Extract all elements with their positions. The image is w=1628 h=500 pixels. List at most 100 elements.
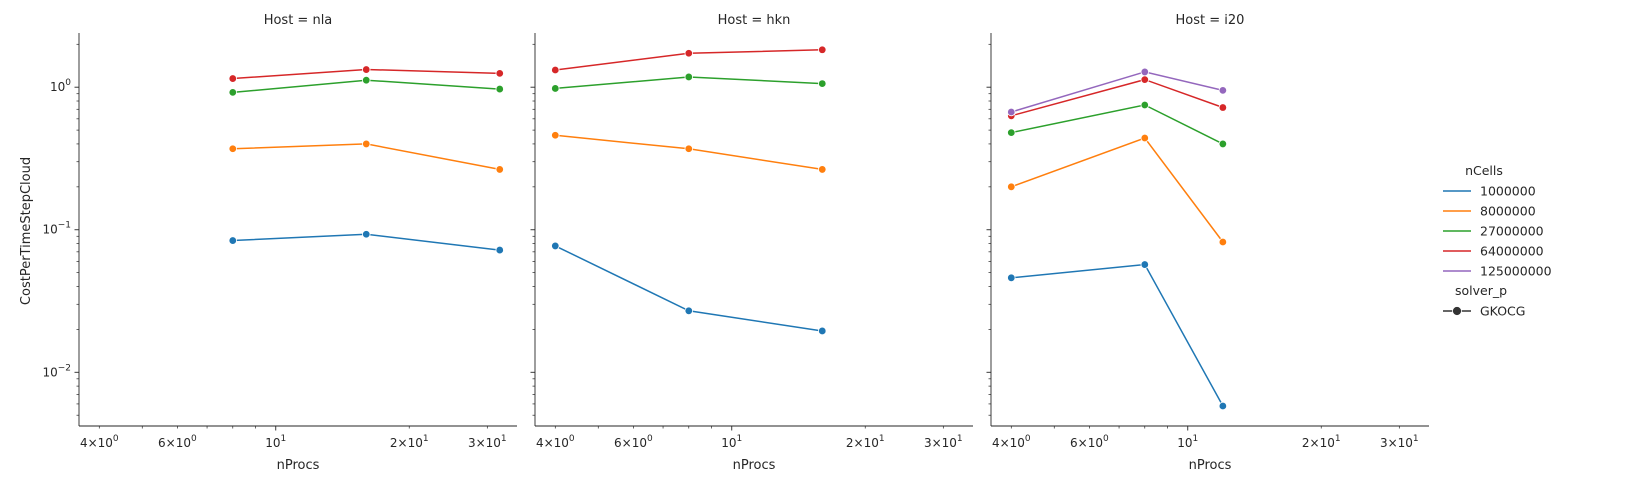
data-point <box>495 69 504 78</box>
data-point <box>684 306 693 316</box>
x-tick-label: 2×101 <box>390 434 429 450</box>
data-point <box>228 88 237 97</box>
data-point <box>495 84 504 94</box>
legend-style-label: GKOCG <box>1480 304 1525 319</box>
data-point <box>818 165 827 174</box>
x-tick-label: 3×101 <box>468 434 507 450</box>
data-point <box>818 79 827 88</box>
y-axis-label: CostPerTimeStepCloud <box>19 157 34 305</box>
data-point <box>684 49 693 58</box>
series-1000000 <box>551 241 827 336</box>
y-tick-label: 10−1 <box>42 221 71 237</box>
x-tick-label: 101 <box>721 434 742 450</box>
series-line <box>1011 263 1224 407</box>
x-tick-label: 2×101 <box>846 434 885 450</box>
legend-label: 8000000 <box>1480 204 1536 219</box>
data-point <box>684 144 693 153</box>
data-point <box>1218 86 1228 95</box>
series-64000000 <box>1007 75 1228 121</box>
x-tick-label: 4×100 <box>992 434 1031 450</box>
x-tick-label: 3×101 <box>924 434 963 450</box>
legend-item-27000000: 27000000 <box>1443 224 1544 239</box>
data-point <box>1140 67 1149 77</box>
data-point <box>1218 103 1228 112</box>
data-point <box>1140 260 1149 269</box>
x-tick-label: 2×101 <box>1302 434 1341 450</box>
legend-hue-title: nCells <box>1465 163 1503 178</box>
series-8000000 <box>228 139 504 174</box>
panel-1: Host = hkn 4×100 6×100 101 2×101 3×101 nProcs <box>530 13 973 473</box>
x-tick-label: 6×100 <box>614 434 653 450</box>
data-point <box>495 245 504 255</box>
chart-panels: Host = nla 4×100 6×100 101 2×101 3×101 100 10−1… <box>42 13 1429 473</box>
panel-0: Host = nla 4×100 6×100 101 2×101 3×101 100 10−1… <box>42 13 517 473</box>
data-point <box>1218 401 1228 411</box>
x-axis-label: nProcs <box>1189 458 1232 473</box>
series-8000000 <box>1007 133 1228 247</box>
data-point <box>1218 237 1228 247</box>
y-tick-label: 10−2 <box>42 363 71 379</box>
series-line <box>554 245 823 332</box>
panel-2: Host = i20 4×100 6×100 101 2×101 3×101 nProcs <box>986 13 1429 473</box>
legend-label: 1000000 <box>1480 184 1536 199</box>
data-point <box>228 236 237 245</box>
data-point <box>1218 139 1228 149</box>
series-64000000 <box>551 45 827 75</box>
data-point <box>551 65 560 75</box>
legend-item-1000000: 1000000 <box>1443 184 1536 199</box>
panel-title: Host = hkn <box>718 13 791 28</box>
legend-style-marker <box>1452 306 1462 316</box>
data-point <box>228 144 237 153</box>
data-point <box>495 165 504 174</box>
data-point <box>1140 133 1149 143</box>
series-27000000 <box>228 75 504 97</box>
panel-title: Host = nla <box>264 13 333 28</box>
panel-title: Host = i20 <box>1176 13 1245 28</box>
data-point <box>684 72 693 82</box>
data-point <box>362 65 371 74</box>
x-tick-label: 4×100 <box>80 434 119 450</box>
series-line <box>1011 137 1224 243</box>
data-point <box>1140 100 1149 110</box>
legend-label: 125000000 <box>1480 264 1552 279</box>
data-point <box>818 45 827 54</box>
data-point <box>362 139 371 149</box>
series-27000000 <box>1007 100 1228 149</box>
data-point <box>1007 107 1016 117</box>
legend-label: 27000000 <box>1480 224 1544 239</box>
x-axis-label: nProcs <box>733 458 776 473</box>
series-125000000 <box>1007 67 1228 117</box>
legend-item-125000000: 125000000 <box>1443 264 1552 279</box>
series-1000000 <box>228 230 504 255</box>
data-point <box>1140 75 1149 84</box>
data-point <box>362 230 371 239</box>
x-tick-label: 101 <box>1177 434 1198 450</box>
series-27000000 <box>551 72 827 93</box>
x-tick-label: 4×100 <box>536 434 575 450</box>
x-tick-label: 6×100 <box>158 434 197 450</box>
data-point <box>1007 182 1016 192</box>
data-point <box>228 74 237 83</box>
data-point <box>551 241 560 251</box>
legend-style-title: solver_p <box>1455 283 1507 298</box>
legend-item-8000000: 8000000 <box>1443 204 1536 219</box>
series-line <box>1011 104 1224 145</box>
x-tick-label: 6×100 <box>1070 434 1109 450</box>
legend-item-64000000: 64000000 <box>1443 244 1544 259</box>
series-8000000 <box>551 131 827 174</box>
series-line <box>1011 71 1224 113</box>
x-tick-label: 101 <box>265 434 286 450</box>
data-point <box>362 75 371 85</box>
data-point <box>1007 128 1016 137</box>
y-tick-label: 100 <box>50 78 71 94</box>
series-1000000 <box>1007 260 1228 411</box>
series-64000000 <box>228 65 504 83</box>
legend: nCells 1000000 8000000 27000000 64000000 125… <box>1443 163 1552 319</box>
data-point <box>1007 273 1016 283</box>
data-point <box>818 326 827 336</box>
x-axis-label: nProcs <box>277 458 320 473</box>
x-tick-label: 3×101 <box>1380 434 1419 450</box>
data-point <box>551 84 560 93</box>
legend-label: 64000000 <box>1480 244 1544 259</box>
